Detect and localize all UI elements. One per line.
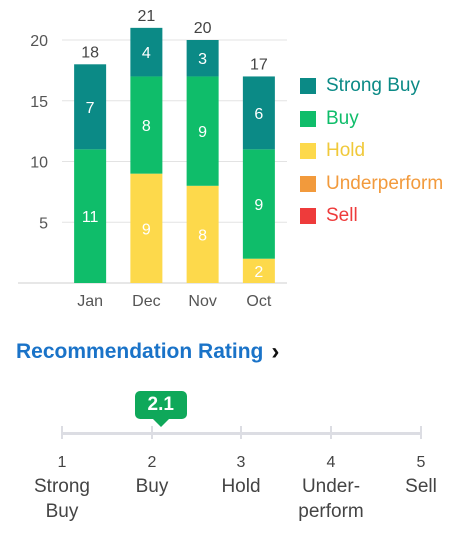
scale-label-strong-buy: 1 Strong Buy [17,452,107,524]
scale-label-hold: 3 Hold [196,452,286,499]
bar-segment-label: 8 [198,227,207,244]
bar-segment-label: 9 [142,221,151,238]
legend-item-underperform[interactable]: Underperform [300,168,443,201]
scale-tick [240,426,242,439]
legend-swatch [300,110,316,127]
legend-label: Strong Buy [326,75,420,97]
bar-segment-label: 9 [198,124,207,141]
chart-legend: Strong Buy Buy Hold Underperform Sell [300,70,443,233]
scale-number: 1 [57,454,67,471]
scale-text: Buy [135,476,169,497]
recommendation-rating-link[interactable]: Recommendation Rating › [16,340,279,364]
scale-label-underperform: 4 Under- perform [286,452,376,524]
scale-tick [330,426,332,439]
y-tick-label: 10 [30,155,48,172]
scale-tick [61,426,63,439]
legend-item-hold[interactable]: Hold [300,135,443,168]
bar-segment [242,149,275,259]
legend-swatch [300,78,316,95]
legend-swatch [300,208,316,225]
bar-segment-label: 7 [86,100,95,117]
bar-total-label: 20 [194,20,212,37]
bar-segment [242,258,275,283]
scale-number: 4 [326,454,336,471]
scale-text: Hold [221,476,261,497]
bar-total-label: 18 [81,44,99,61]
bar-segment [186,40,219,77]
bar-segment [186,76,219,186]
legend-item-strong-buy[interactable]: Strong Buy [300,70,443,103]
legend-item-buy[interactable]: Buy [300,103,443,136]
rating-scale: 2.1 1 Strong Buy 2 Buy 3 Hold 4 Under- p… [0,388,463,534]
legend-label: Hold [326,140,366,162]
x-tick-label: Jan [77,293,103,310]
rating-value-badge: 2.1 [134,391,187,419]
scale-number: 5 [416,454,426,471]
bar-segment-label: 2 [254,264,263,281]
bar-segment [130,76,163,174]
bar-segment-label: 3 [198,51,207,68]
scale-text: perform [298,501,364,522]
bar-segment-label: 11 [82,209,99,226]
rating-value: 2.1 [147,394,174,415]
scale-text: Buy [45,501,79,522]
bar-segment [130,173,163,283]
bar-segment-label: 6 [254,106,263,123]
bar-segment [74,149,107,283]
scale-text: Strong [34,476,90,497]
y-tick-label: 15 [30,94,48,111]
legend-swatch [300,175,316,192]
y-tick-label: 5 [39,215,48,232]
bar-segment-label: 8 [142,118,151,135]
scale-tick [420,426,422,439]
y-tick-label: 20 [30,33,48,50]
bar-segment [74,64,107,150]
stacked-bar-chart: 5 10 15 20 11 7 18 Jan 9 8 4 21 Dec 8 9 3 20 Nov 2 9 6 17 Oct [18,8,287,310]
scale-number: 3 [236,454,246,471]
legend-label: Buy [326,107,359,129]
scale-label-buy: 2 Buy [107,452,197,499]
bar-total-label: 21 [137,8,155,25]
legend-label: Sell [326,205,358,227]
bar-segment-label: 9 [254,197,263,214]
bar-total-label: 17 [250,56,268,73]
x-tick-label: Nov [188,293,216,310]
legend-swatch [300,143,316,160]
bar-segment [242,76,275,150]
x-tick-label: Oct [246,293,271,310]
scale-tick [151,426,153,439]
bar-segment [130,27,163,77]
bar-segment [186,185,219,283]
scale-text: Under- [301,476,361,497]
legend-item-sell[interactable]: Sell [300,200,443,233]
chevron-right-icon: › [271,338,280,365]
bar-segment-label: 4 [142,45,151,62]
scale-number: 2 [147,454,157,471]
legend-label: Underperform [326,172,444,194]
scale-text: Sell [405,476,437,497]
recommendation-rating-title: Recommendation Rating [16,340,264,363]
scale-label-sell: 5 Sell [376,452,463,499]
x-tick-label: Dec [132,293,160,310]
